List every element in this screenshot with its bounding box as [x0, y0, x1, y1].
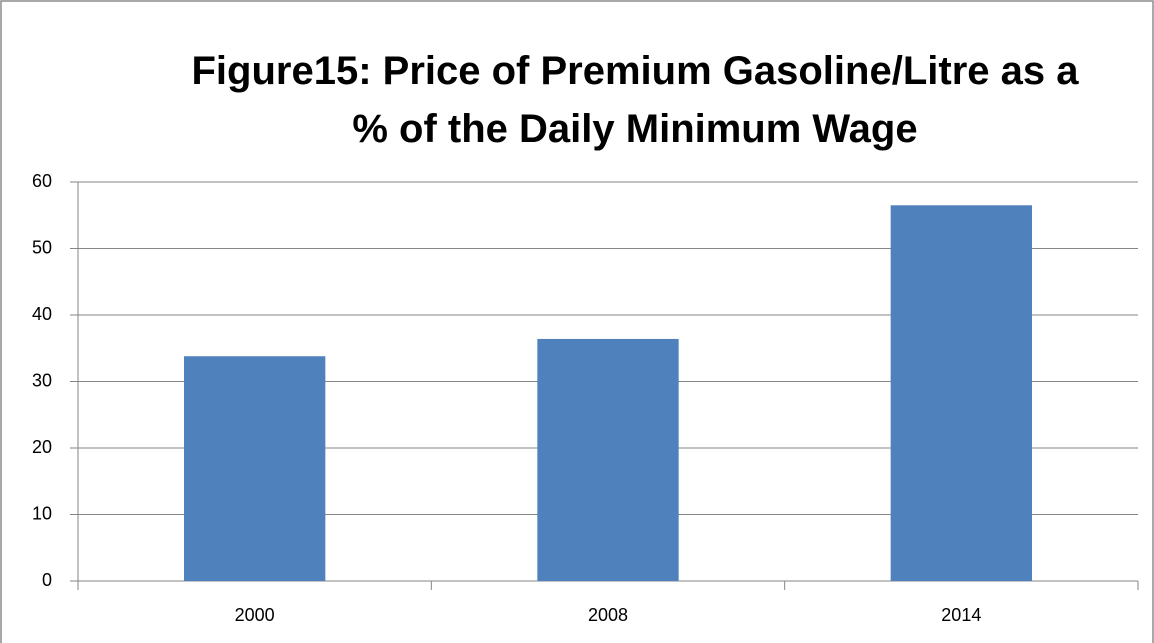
y-tick-label: 50	[32, 237, 52, 257]
y-tick-label: 10	[32, 503, 52, 523]
y-tick-label: 20	[32, 437, 52, 457]
bar	[184, 356, 326, 581]
y-tick-label: 60	[32, 171, 52, 191]
x-tick-label: 2014	[941, 605, 981, 625]
y-tick-label: 0	[42, 570, 52, 590]
bar	[890, 205, 1032, 581]
x-tick-label: 2000	[235, 605, 275, 625]
bar	[537, 338, 679, 581]
chart-title: Figure15: Price of Premium Gasoline/Litr…	[191, 49, 1079, 151]
x-tick-label: 2008	[588, 605, 628, 625]
y-tick-label: 30	[32, 370, 52, 390]
y-tick-label: 40	[32, 304, 52, 324]
